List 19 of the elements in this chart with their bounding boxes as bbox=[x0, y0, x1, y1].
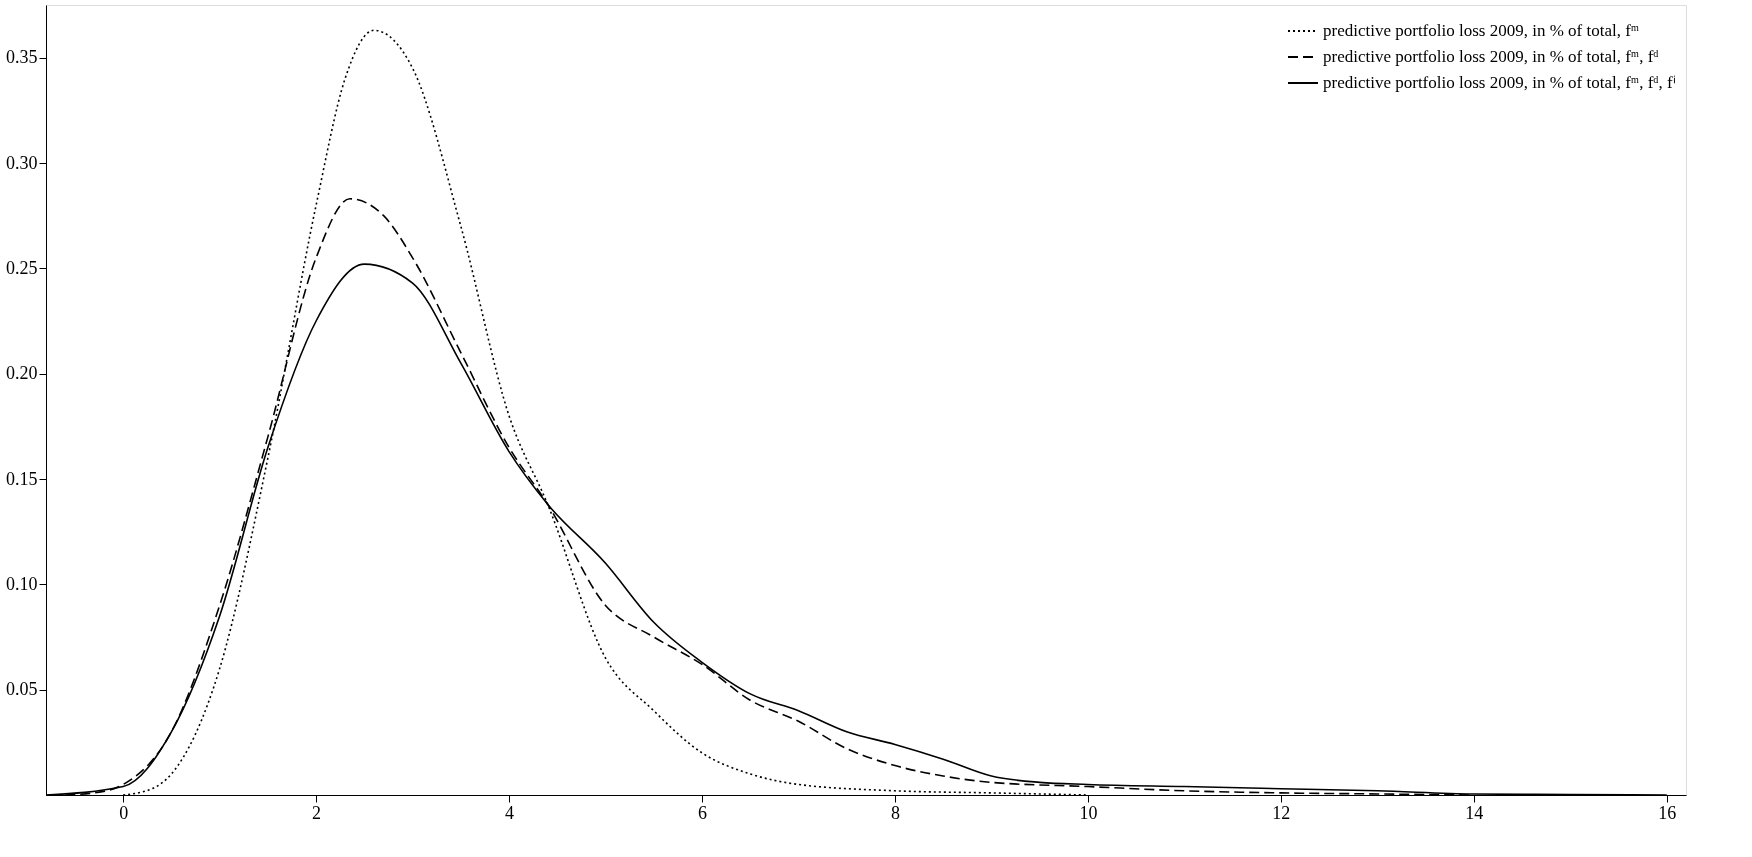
x-tick-label: 12 bbox=[1272, 802, 1291, 823]
x-tick-label: 14 bbox=[1465, 802, 1484, 823]
legend-label: predictive portfolio loss 2009, in % of total, fᵐ, fᵈ bbox=[1323, 47, 1659, 66]
x-tick-label: 8 bbox=[890, 802, 900, 823]
x-tick-label: 16 bbox=[1658, 802, 1677, 823]
legend-label: predictive portfolio loss 2009, in % of total, fᵐ, fᵈ, fⁱ bbox=[1323, 73, 1676, 92]
x-tick-label: 4 bbox=[505, 802, 515, 823]
legend-label: predictive portfolio loss 2009, in % of total, fᵐ bbox=[1323, 21, 1640, 40]
y-tick-label: 0.10 bbox=[6, 573, 38, 594]
y-tick-label: 0.05 bbox=[6, 679, 38, 700]
y-tick-label: 0.30 bbox=[6, 152, 38, 173]
y-tick-label: 0.35 bbox=[6, 47, 38, 68]
x-tick-label: 2 bbox=[312, 802, 322, 823]
y-tick-label: 0.25 bbox=[6, 257, 38, 278]
x-tick-label: 10 bbox=[1079, 802, 1098, 823]
x-tick-label: 6 bbox=[698, 802, 707, 823]
y-tick-label: 0.20 bbox=[6, 363, 38, 384]
y-tick-label: 0.15 bbox=[6, 468, 38, 489]
x-tick-label: 0 bbox=[119, 802, 129, 823]
